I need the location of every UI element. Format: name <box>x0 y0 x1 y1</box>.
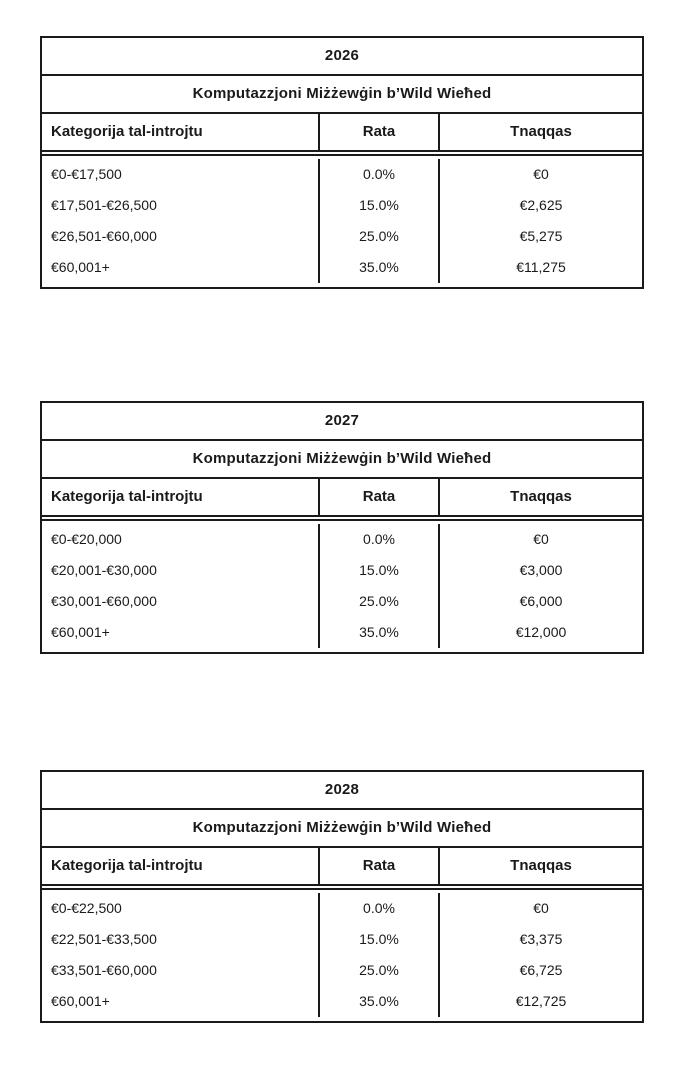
rate-cell: 25.0% <box>320 586 440 617</box>
table-header-row: Kategorija tal-introjtu Rata Tnaqqas <box>42 848 642 886</box>
table-row: €20,001-€30,000 15.0% €3,000 <box>42 555 642 586</box>
table-year: 2026 <box>42 38 642 76</box>
rate-cell: 25.0% <box>320 955 440 986</box>
income-band-cell: €0-€17,500 <box>42 159 320 190</box>
deduction-cell: €0 <box>533 900 549 916</box>
rate-cell: 15.0% <box>320 190 440 221</box>
income-band-cell: €33,501-€60,000 <box>42 955 320 986</box>
table-row: €33,501-€60,000 25.0% €6,725 <box>42 955 642 986</box>
income-band-cell: €26,501-€60,000 <box>42 221 320 252</box>
column-header-deduct: Tnaqqas <box>510 857 572 874</box>
rate-cell: 25.0% <box>320 221 440 252</box>
rate-cell: 0.0% <box>320 159 440 190</box>
rate-cell: 35.0% <box>320 986 440 1017</box>
income-band-cell: €22,501-€33,500 <box>42 924 320 955</box>
column-header-rate: Rata <box>320 479 440 515</box>
table-row: €26,501-€60,000 25.0% €5,275 <box>42 221 642 252</box>
deduction-cell: €0 <box>533 531 549 547</box>
table-data-block: €0-€20,000 0.0% €0 €20,001-€30,000 15.0%… <box>42 519 642 652</box>
deduction-cell: €11,275 <box>516 259 566 275</box>
table-header-row: Kategorija tal-introjtu Rata Tnaqqas <box>42 114 642 152</box>
table-subtitle: Komputazzjoni Miżżewġin b’Wild Wieħed <box>42 76 642 114</box>
table-row: €0-€22,500 0.0% €0 <box>42 893 642 924</box>
table-subtitle: Komputazzjoni Miżżewġin b’Wild Wieħed <box>42 441 642 479</box>
tax-table-2028: 2028 Komputazzjoni Miżżewġin b’Wild Wieħ… <box>40 770 644 1023</box>
income-band-cell: €30,001-€60,000 <box>42 586 320 617</box>
table-subtitle: Komputazzjoni Miżżewġin b’Wild Wieħed <box>42 810 642 848</box>
column-header-category: Kategorija tal-introjtu <box>42 114 320 150</box>
tax-table-2026: 2026 Komputazzjoni Miżżewġin b’Wild Wieħ… <box>40 36 644 289</box>
deduction-cell: €5,275 <box>519 228 563 244</box>
table-row: €60,001+ 35.0% €12,725 <box>42 986 642 1017</box>
income-band-cell: €60,001+ <box>42 252 320 283</box>
income-band-cell: €20,001-€30,000 <box>42 555 320 586</box>
deduction-cell: €3,375 <box>519 931 563 947</box>
table-row: €0-€20,000 0.0% €0 <box>42 524 642 555</box>
rate-cell: 15.0% <box>320 924 440 955</box>
deduction-cell: €2,625 <box>519 197 563 213</box>
deduction-cell: €0 <box>533 166 549 182</box>
deduction-cell: €3,000 <box>519 562 563 578</box>
column-header-deduct: Tnaqqas <box>510 488 572 505</box>
document-page: 2026 Komputazzjoni Miżżewġin b’Wild Wieħ… <box>0 36 684 1068</box>
table-row: €0-€17,500 0.0% €0 <box>42 159 642 190</box>
table-row: €60,001+ 35.0% €12,000 <box>42 617 642 648</box>
income-band-cell: €0-€22,500 <box>42 893 320 924</box>
column-header-rate: Rata <box>320 848 440 884</box>
deduction-cell: €6,725 <box>519 962 563 978</box>
rate-cell: 35.0% <box>320 617 440 648</box>
deduction-cell: €12,725 <box>515 993 567 1009</box>
column-header-category: Kategorija tal-introjtu <box>42 848 320 884</box>
column-header-category: Kategorija tal-introjtu <box>42 479 320 515</box>
income-band-cell: €60,001+ <box>42 986 320 1017</box>
rate-cell: 0.0% <box>320 893 440 924</box>
income-band-cell: €0-€20,000 <box>42 524 320 555</box>
table-year: 2027 <box>42 403 642 441</box>
table-data-block: €0-€22,500 0.0% €0 €22,501-€33,500 15.0%… <box>42 888 642 1021</box>
rate-cell: 0.0% <box>320 524 440 555</box>
table-year: 2028 <box>42 772 642 810</box>
table-row: €30,001-€60,000 25.0% €6,000 <box>42 586 642 617</box>
rate-cell: 15.0% <box>320 555 440 586</box>
column-header-rate: Rata <box>320 114 440 150</box>
table-row: €60,001+ 35.0% €11,275 <box>42 252 642 283</box>
column-header-deduct: Tnaqqas <box>510 123 572 140</box>
table-row: €17,501-€26,500 15.0% €2,625 <box>42 190 642 221</box>
deduction-cell: €6,000 <box>519 593 563 609</box>
income-band-cell: €17,501-€26,500 <box>42 190 320 221</box>
table-header-row: Kategorija tal-introjtu Rata Tnaqqas <box>42 479 642 517</box>
rate-cell: 35.0% <box>320 252 440 283</box>
income-band-cell: €60,001+ <box>42 617 320 648</box>
tax-table-2027: 2027 Komputazzjoni Miżżewġin b’Wild Wieħ… <box>40 401 644 654</box>
table-row: €22,501-€33,500 15.0% €3,375 <box>42 924 642 955</box>
deduction-cell: €12,000 <box>515 624 567 640</box>
table-data-block: €0-€17,500 0.0% €0 €17,501-€26,500 15.0%… <box>42 154 642 287</box>
